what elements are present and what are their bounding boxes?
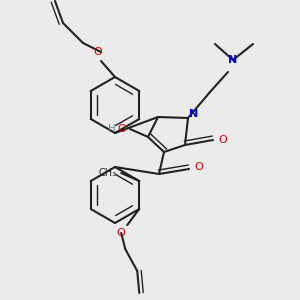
Text: O: O	[195, 162, 203, 172]
Text: CH₃: CH₃	[98, 168, 116, 178]
Text: O: O	[118, 124, 126, 134]
Text: O: O	[117, 228, 126, 238]
Text: N: N	[228, 55, 238, 65]
Text: O: O	[94, 47, 102, 57]
Text: H: H	[108, 124, 116, 134]
Text: N: N	[189, 109, 199, 119]
Text: O: O	[219, 135, 227, 145]
